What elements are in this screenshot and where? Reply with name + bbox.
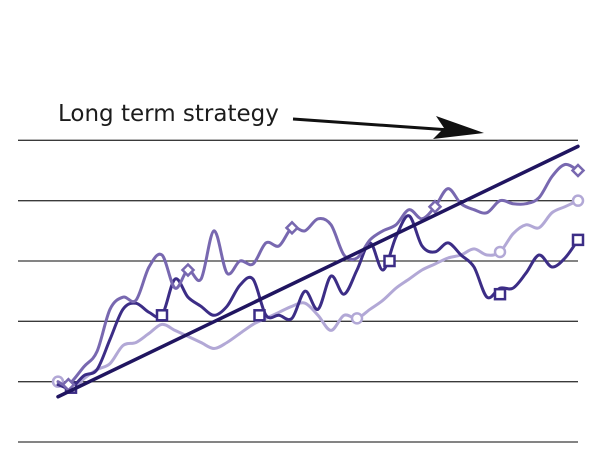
series-2-marker-2: [493, 245, 507, 259]
series-1-line: [56, 214, 580, 390]
annotation: Long term strategy: [58, 101, 484, 139]
series-0: [56, 162, 586, 392]
series-0-marker-3: [427, 199, 443, 214]
series-1-marker-3: [383, 254, 396, 268]
series-0-marker-4: [570, 163, 586, 178]
gridlines: [18, 139, 578, 443]
series-1-marker-1: [155, 309, 169, 322]
series-0-line: [56, 162, 580, 387]
annotation-arrow-shaft: [292, 117, 451, 132]
series-1-marker-5: [571, 233, 585, 247]
annotation-label: Long term strategy: [58, 101, 279, 127]
series-1: [56, 214, 585, 394]
series-2-marker-3: [571, 194, 585, 207]
series-layer: [51, 162, 586, 394]
trend-layer: [56, 144, 580, 399]
series-0-marker-2: [284, 220, 300, 236]
series-2-marker-1: [350, 312, 364, 325]
series-1-marker-4: [493, 287, 507, 301]
series-2-line: [56, 199, 580, 393]
series-1-marker-2: [253, 309, 266, 322]
annotation-arrow-head: [433, 116, 484, 139]
series-0-marker-1: [180, 262, 196, 278]
trend-line: [56, 144, 580, 399]
series-2: [51, 194, 585, 393]
